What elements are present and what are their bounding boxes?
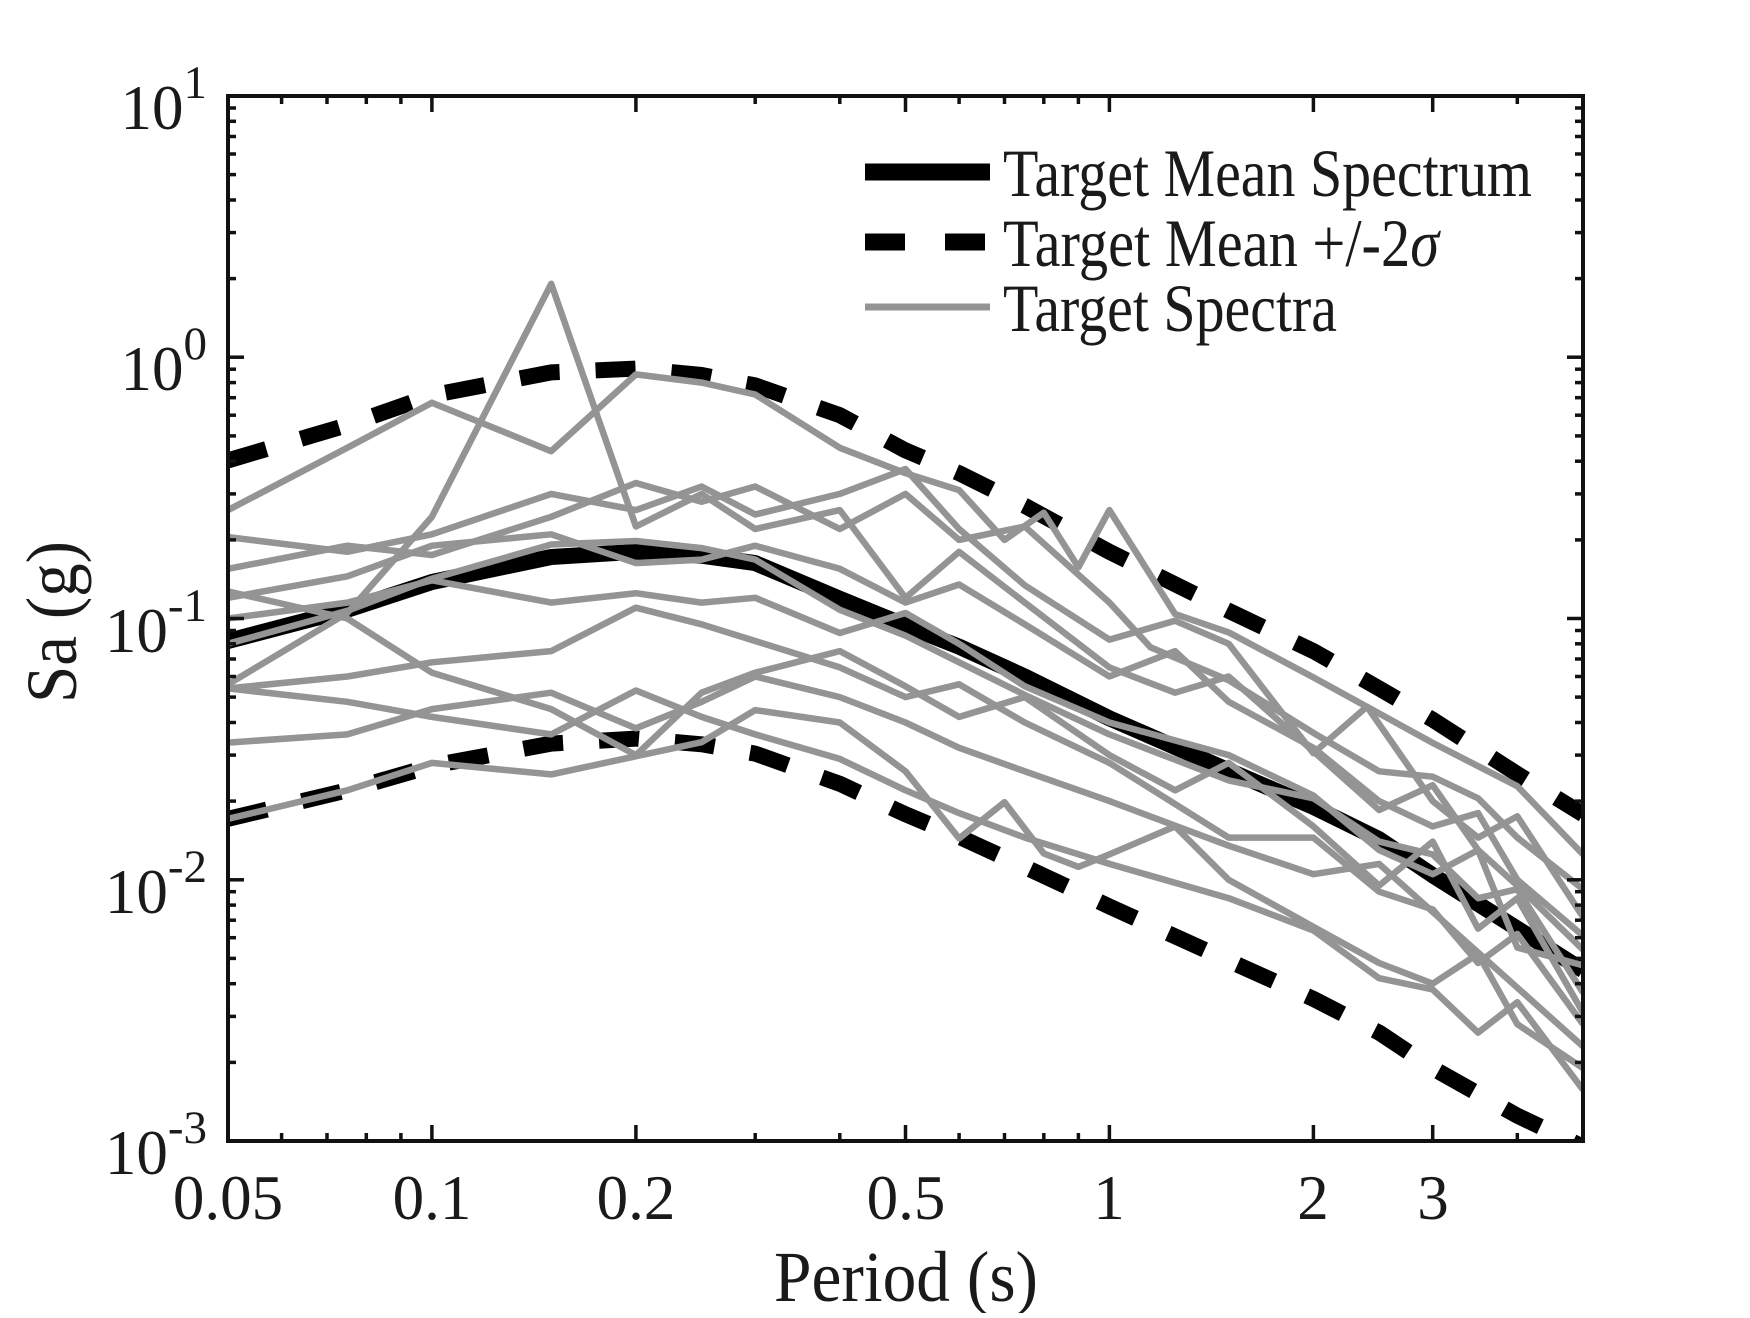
svg-text:Target Mean Spectrum: Target Mean Spectrum (1003, 135, 1532, 211)
svg-text:Target Mean +/-2σ: Target Mean +/-2σ (1003, 205, 1441, 281)
svg-text:Period (s): Period (s) (774, 1237, 1038, 1313)
svg-text:Sa (g): Sa (g) (12, 541, 92, 703)
svg-text:0.1: 0.1 (393, 1163, 472, 1233)
svg-text:2: 2 (1297, 1163, 1329, 1233)
svg-text:Target Spectra: Target Spectra (1003, 270, 1337, 346)
svg-text:0.2: 0.2 (597, 1163, 676, 1233)
svg-text:1: 1 (1093, 1163, 1125, 1233)
svg-text:0.5: 0.5 (867, 1163, 946, 1233)
svg-text:0.05: 0.05 (173, 1163, 283, 1233)
svg-text:3: 3 (1417, 1163, 1449, 1233)
